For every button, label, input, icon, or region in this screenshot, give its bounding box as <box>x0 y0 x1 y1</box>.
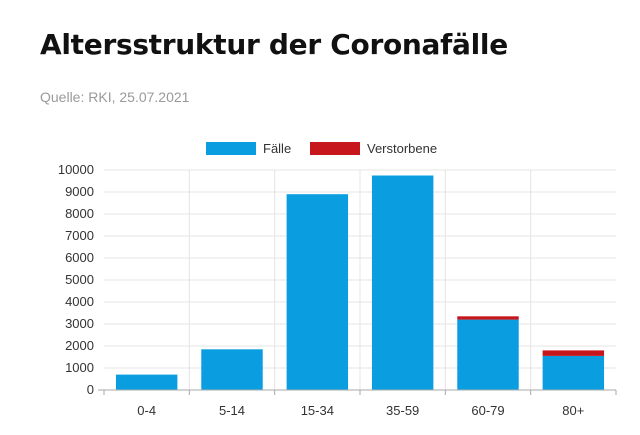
bar-chart: 0 1000 2000 3000 4000 5000 6000 7000 8000 9000 100… <box>58 141 617 418</box>
x-tick-label: 60-79 <box>471 403 504 418</box>
bar-cases-60-79 <box>457 319 519 390</box>
y-tick-label: 10000 <box>58 162 94 177</box>
bar-deaths-60-79 <box>457 316 519 320</box>
bar-deaths-80+ <box>542 350 605 356</box>
bar-cases-5-14 <box>201 349 263 390</box>
y-tick-label: 1000 <box>65 360 94 375</box>
bar-cases-15-34 <box>286 194 349 390</box>
chart-title: Altersstruktur der Coronafälle <box>40 28 508 61</box>
x-tick-label: 35-59 <box>386 403 419 418</box>
y-tick-label: 4000 <box>65 294 94 309</box>
y-tick-label: 2000 <box>65 338 94 353</box>
x-tick-label: 5-14 <box>219 403 245 418</box>
bar-cases-0-4 <box>115 374 178 390</box>
x-tick-label: 15-34 <box>301 403 334 418</box>
x-tick-label: 80+ <box>562 403 584 418</box>
chart-area: 0 1000 2000 3000 4000 5000 6000 7000 8000 9000 100… <box>0 130 640 430</box>
bar-cases-35-59 <box>371 175 434 390</box>
y-tick-label: 5000 <box>65 272 94 287</box>
x-tick-label: 0-4 <box>137 403 156 418</box>
y-tick-label: 6000 <box>65 250 94 265</box>
y-tick-label: 8000 <box>65 206 94 221</box>
y-tick-label: 3000 <box>65 316 94 331</box>
y-tick-label: 0 <box>87 382 94 397</box>
legend-swatch <box>206 142 256 155</box>
y-tick-label: 9000 <box>65 184 94 199</box>
legend-swatch <box>310 142 360 155</box>
legend-label: Verstorbene <box>367 141 437 156</box>
source-note: Quelle: RKI, 25.07.2021 <box>40 89 190 105</box>
legend-label: Fälle <box>263 141 291 156</box>
bar-cases-80+ <box>542 355 605 390</box>
y-tick-label: 7000 <box>65 228 94 243</box>
